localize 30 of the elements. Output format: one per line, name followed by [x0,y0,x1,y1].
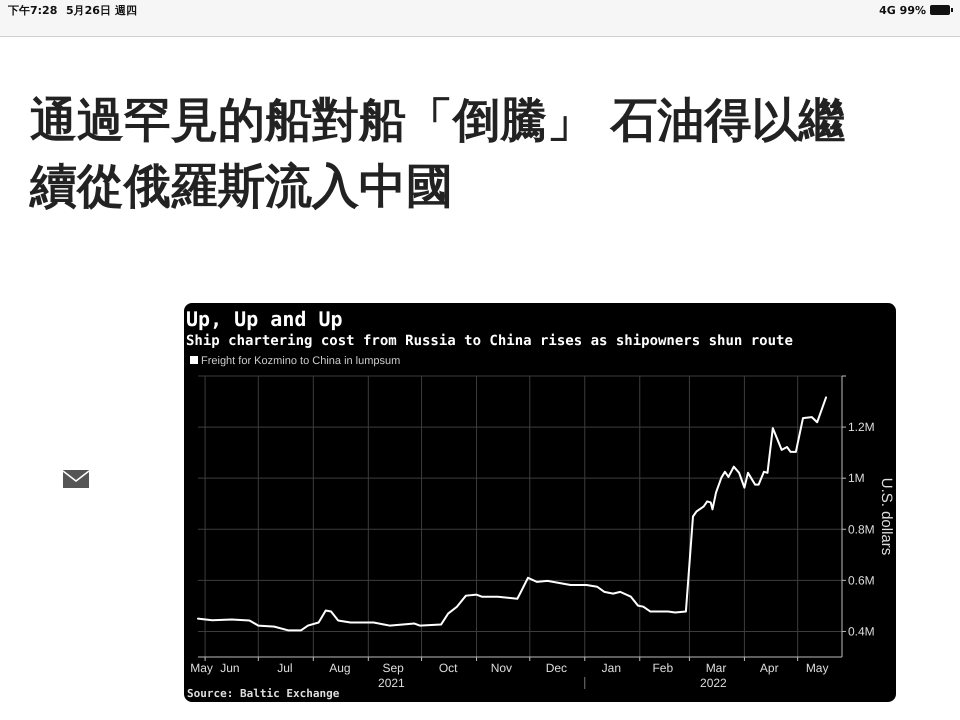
legend-label: Freight for Kozmino to China in lumpsum [201,355,400,367]
text: 下午7:28 [7,4,58,17]
x-tick-label: May [806,661,828,675]
text: 2022 [700,676,728,690]
text: 4G 99% [879,4,926,17]
source-note: Source: Baltic Exchange [187,687,340,700]
y-axis-title: U.S. dollars [878,478,895,556]
y-tick-label: 0.8M [848,522,875,536]
y-tick-label: 1.2M [848,420,875,434]
x-tick-label: Feb [652,661,674,675]
x-tick-label: Jul [277,661,293,675]
x-tick-label: Aug [329,661,351,675]
text: 5月26日 週四 [66,4,137,17]
x-tick-label: Sep [382,661,404,675]
text: 2021 [378,676,406,690]
text: 通過罕見的船對船「倒騰」 石油得以繼續從俄羅斯流入中國 [30,92,846,216]
x-tick-label: Nov [490,661,512,675]
x-tick-label: May [190,661,213,675]
x-tick-label: Mar [706,661,726,675]
y-tick-label: 1M [848,471,865,486]
y-tick-label: 0.6M [848,573,875,588]
x-tick-label: Jan [602,661,622,675]
x-tick-label: Oct [438,661,458,675]
chart-title: Up, Up and Up [186,307,343,331]
x-tick-label: Dec [546,661,568,675]
y-tick-label: 0.4M [848,624,875,638]
x-tick-label: Jun [220,661,240,675]
chart-subtitle: Ship chartering cost from Russia to China rises as shipowners shun route [186,333,793,349]
x-tick-label: Apr [760,661,779,675]
line-series [197,396,828,632]
